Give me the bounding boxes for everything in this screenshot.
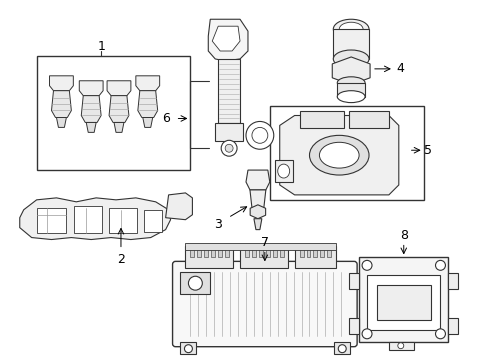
Polygon shape bbox=[81, 96, 101, 122]
Ellipse shape bbox=[339, 22, 362, 36]
Circle shape bbox=[251, 127, 267, 143]
Polygon shape bbox=[86, 122, 96, 132]
Text: 2: 2 bbox=[117, 253, 124, 266]
Bar bbox=[348, 273, 358, 289]
Text: 4: 4 bbox=[396, 62, 404, 75]
Bar bbox=[251, 249, 255, 257]
Ellipse shape bbox=[337, 91, 365, 103]
Circle shape bbox=[361, 260, 371, 270]
Bar bbox=[180, 342, 196, 354]
Text: 1: 1 bbox=[97, 40, 105, 53]
Bar bbox=[240, 247, 287, 268]
Polygon shape bbox=[49, 76, 73, 91]
Bar bbox=[274, 160, 292, 182]
Bar bbox=[299, 111, 344, 129]
Circle shape bbox=[338, 345, 346, 353]
Polygon shape bbox=[165, 193, 192, 220]
Ellipse shape bbox=[333, 50, 368, 68]
Polygon shape bbox=[56, 117, 66, 127]
Bar bbox=[348, 318, 358, 334]
Bar bbox=[447, 318, 457, 334]
Polygon shape bbox=[109, 96, 129, 122]
Bar bbox=[74, 206, 102, 233]
Bar bbox=[333, 29, 368, 59]
Polygon shape bbox=[138, 91, 157, 117]
Circle shape bbox=[361, 329, 371, 339]
Bar bbox=[218, 59, 240, 123]
Bar bbox=[279, 249, 283, 257]
Polygon shape bbox=[142, 117, 152, 127]
Bar bbox=[185, 243, 336, 251]
Bar bbox=[299, 249, 303, 257]
Polygon shape bbox=[250, 205, 265, 219]
Polygon shape bbox=[245, 170, 269, 190]
Bar bbox=[320, 249, 324, 257]
Ellipse shape bbox=[333, 19, 368, 39]
Bar bbox=[37, 56, 190, 170]
Bar bbox=[269, 105, 423, 200]
Polygon shape bbox=[279, 116, 398, 195]
Bar bbox=[204, 249, 208, 257]
Polygon shape bbox=[331, 57, 369, 85]
Polygon shape bbox=[79, 81, 103, 96]
Bar bbox=[337, 83, 365, 96]
Polygon shape bbox=[208, 19, 247, 61]
Text: 7: 7 bbox=[260, 236, 268, 249]
Text: 8: 8 bbox=[399, 229, 407, 242]
Text: 5: 5 bbox=[423, 144, 431, 157]
Circle shape bbox=[221, 140, 237, 156]
Text: 3: 3 bbox=[214, 218, 222, 231]
Ellipse shape bbox=[309, 135, 368, 175]
Bar bbox=[244, 249, 248, 257]
Ellipse shape bbox=[337, 77, 365, 89]
Bar bbox=[185, 247, 233, 268]
Text: 6: 6 bbox=[162, 112, 169, 125]
Bar bbox=[190, 249, 194, 257]
Bar bbox=[313, 249, 317, 257]
Polygon shape bbox=[253, 219, 262, 230]
Ellipse shape bbox=[319, 142, 358, 168]
Bar bbox=[215, 123, 243, 141]
Bar bbox=[348, 111, 388, 129]
Polygon shape bbox=[114, 122, 123, 132]
Circle shape bbox=[435, 260, 445, 270]
Bar bbox=[388, 342, 413, 350]
Bar bbox=[211, 249, 215, 257]
Ellipse shape bbox=[277, 164, 289, 178]
Bar bbox=[306, 249, 310, 257]
Polygon shape bbox=[51, 91, 71, 117]
Bar bbox=[272, 249, 276, 257]
Circle shape bbox=[245, 121, 273, 149]
Polygon shape bbox=[212, 26, 240, 51]
Circle shape bbox=[184, 345, 192, 353]
Circle shape bbox=[397, 343, 403, 349]
Polygon shape bbox=[107, 81, 131, 96]
Bar bbox=[366, 275, 440, 330]
Bar bbox=[334, 342, 349, 354]
Bar bbox=[447, 273, 457, 289]
Bar bbox=[265, 249, 269, 257]
Polygon shape bbox=[20, 198, 170, 239]
Bar bbox=[37, 208, 66, 233]
Bar bbox=[224, 249, 229, 257]
Bar bbox=[376, 285, 429, 320]
Bar bbox=[326, 249, 331, 257]
FancyBboxPatch shape bbox=[172, 261, 356, 347]
Bar bbox=[294, 247, 336, 268]
Bar bbox=[109, 208, 137, 233]
Bar bbox=[197, 249, 201, 257]
Bar bbox=[180, 272, 210, 294]
Bar bbox=[143, 210, 162, 231]
Circle shape bbox=[435, 329, 445, 339]
Bar bbox=[258, 249, 263, 257]
Polygon shape bbox=[136, 76, 160, 91]
Bar bbox=[218, 249, 222, 257]
Polygon shape bbox=[249, 190, 265, 208]
Bar bbox=[358, 257, 447, 342]
Circle shape bbox=[188, 276, 202, 290]
Circle shape bbox=[224, 144, 233, 152]
